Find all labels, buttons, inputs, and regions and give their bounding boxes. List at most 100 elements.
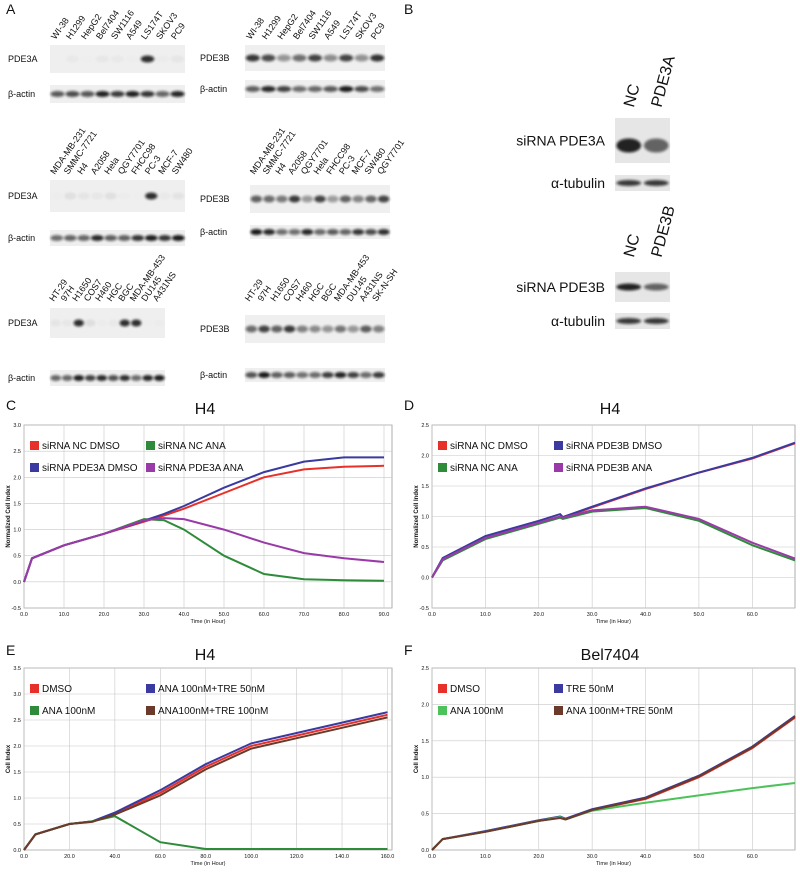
target-band <box>77 192 90 200</box>
control-band <box>158 235 172 241</box>
legend-label: ANA 100nM+TRE 50nM <box>158 684 265 695</box>
chart-title: H4 <box>600 401 621 418</box>
x-tick-label: 140.0 <box>335 854 349 860</box>
control-band <box>80 91 95 97</box>
control-band <box>250 229 263 235</box>
target-band <box>322 325 334 333</box>
legend-swatch <box>146 706 155 715</box>
target-band <box>143 320 153 327</box>
y-tick-label: -0.5 <box>12 606 21 612</box>
x-tick-label: 30.0 <box>587 854 598 860</box>
target-band <box>154 320 164 327</box>
target-band <box>288 195 301 203</box>
target-band <box>334 325 347 333</box>
panel-label: B <box>404 1 413 17</box>
control-band <box>616 180 642 186</box>
target-band <box>159 193 171 200</box>
target-band <box>245 54 260 62</box>
target-band <box>339 195 352 203</box>
control-band <box>359 372 372 378</box>
chart-title: H4 <box>195 401 216 418</box>
control-band <box>65 91 80 97</box>
target-band <box>354 54 369 62</box>
control-band <box>107 375 119 381</box>
legend-swatch <box>30 441 39 450</box>
y-tick-label: 2.0 <box>421 454 429 460</box>
x-tick-label: 40.0 <box>640 854 651 860</box>
x-tick-label: 0.0 <box>428 854 436 860</box>
target-band <box>323 54 338 62</box>
target-band <box>156 56 170 63</box>
y-axis-label: Normalized Cell Index <box>414 485 420 548</box>
target-band <box>51 193 63 200</box>
panel-label: A <box>6 1 16 17</box>
x-tick-label: 10.0 <box>59 612 70 618</box>
target-band <box>66 56 80 63</box>
control-band <box>50 375 62 381</box>
x-axis-label: Time (in Hour) <box>596 619 631 625</box>
target-band <box>104 192 117 200</box>
target-band <box>85 319 96 327</box>
control-band <box>309 372 321 378</box>
x-tick-label: 20.0 <box>99 612 110 618</box>
control-band <box>155 91 170 97</box>
target-band <box>314 195 326 203</box>
legend-label: siRNA NC ANA <box>450 463 518 474</box>
plot-area <box>431 667 796 851</box>
series-line <box>431 715 796 851</box>
target-band <box>73 319 84 327</box>
control-band <box>296 372 309 378</box>
blot-target-label: PDE3B <box>200 324 230 334</box>
x-tick-label: 70.0 <box>299 612 310 618</box>
y-tick-label: 0.5 <box>13 822 21 828</box>
target-band <box>119 319 130 327</box>
target-band <box>140 55 155 63</box>
legend-label: siRNA NC DMSO <box>42 441 120 452</box>
x-tick-label: 50.0 <box>219 612 230 618</box>
control-band <box>321 372 334 378</box>
control-band <box>50 235 64 241</box>
blot-target-label: siRNA PDE3B <box>516 279 605 295</box>
y-tick-label: 0.5 <box>421 812 429 818</box>
target-band <box>276 54 291 62</box>
control-band <box>643 318 669 324</box>
blot-background <box>50 230 185 246</box>
target-band <box>377 195 390 203</box>
panel-label: C <box>6 397 16 413</box>
x-tick-label: 160.0 <box>381 854 395 860</box>
lane-label: NC <box>621 232 643 259</box>
x-tick-label: 60.0 <box>155 854 166 860</box>
control-band <box>144 235 158 241</box>
target-band <box>245 325 258 333</box>
control-band <box>616 318 642 324</box>
control-band <box>347 372 360 378</box>
control-band <box>369 86 385 92</box>
y-tick-label: 1.0 <box>421 515 429 521</box>
target-band <box>131 319 142 327</box>
y-axis-label: Normalized Cell Index <box>6 485 12 548</box>
lane-label: NC <box>621 82 643 109</box>
target-band <box>111 56 125 63</box>
blot-background <box>50 45 185 73</box>
blot-background <box>50 308 165 338</box>
control-band <box>90 235 104 241</box>
target-band <box>301 195 314 203</box>
target-band <box>370 54 385 62</box>
target-band <box>372 325 385 333</box>
legend-label: siRNA NC ANA <box>158 441 226 452</box>
blot-control-label: β-actin <box>8 373 35 383</box>
target-band <box>250 195 263 203</box>
target-band <box>616 138 642 153</box>
blot-control-label: α-tubulin <box>551 175 605 191</box>
x-tick-label: 0.0 <box>20 854 28 860</box>
control-band <box>283 372 296 378</box>
target-band <box>170 55 185 63</box>
target-band <box>339 54 354 62</box>
control-band <box>142 375 154 381</box>
y-tick-label: 0.0 <box>421 576 429 582</box>
control-band <box>263 229 276 235</box>
control-band <box>258 372 271 378</box>
target-band <box>132 193 144 200</box>
y-tick-label: 3.0 <box>13 423 21 429</box>
target-band <box>347 325 359 333</box>
